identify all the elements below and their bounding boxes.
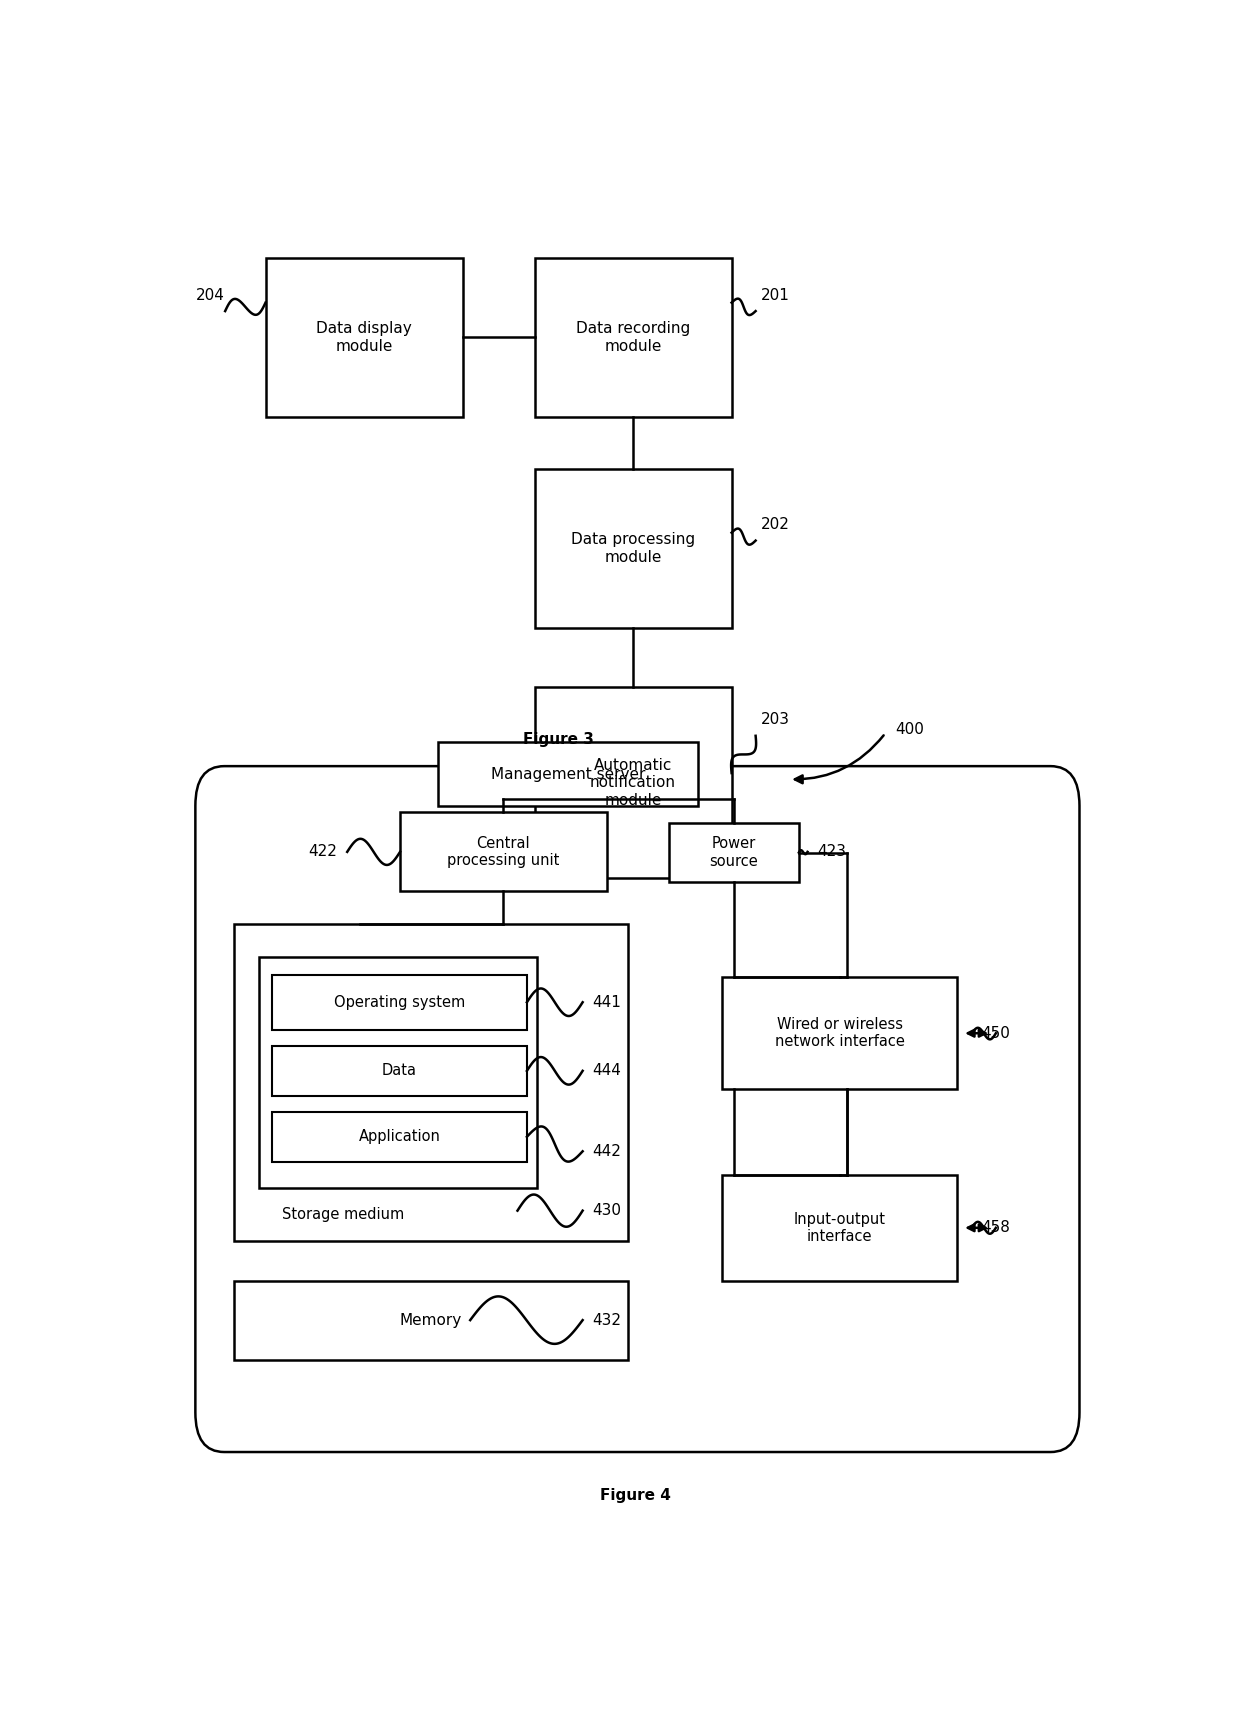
Text: 422: 422 <box>309 845 337 860</box>
Text: 203: 203 <box>760 713 790 728</box>
Text: 400: 400 <box>895 721 924 737</box>
Bar <box>722 1175 957 1281</box>
Text: Figure 4: Figure 4 <box>600 1489 671 1502</box>
Bar <box>534 259 732 416</box>
Text: Storage medium: Storage medium <box>281 1208 404 1221</box>
Text: Input-output
interface: Input-output interface <box>794 1211 885 1244</box>
Text: 432: 432 <box>593 1312 621 1328</box>
Text: Memory: Memory <box>399 1312 463 1328</box>
Text: Operating system: Operating system <box>334 995 465 1009</box>
Text: Data display
module: Data display module <box>316 322 412 353</box>
Bar <box>534 687 732 879</box>
Text: 441: 441 <box>593 995 621 1009</box>
Bar <box>273 1045 527 1096</box>
Text: 442: 442 <box>593 1144 621 1158</box>
Text: 444: 444 <box>593 1064 621 1077</box>
Text: Wired or wireless
network interface: Wired or wireless network interface <box>775 1018 905 1050</box>
Text: Data processing
module: Data processing module <box>572 533 696 565</box>
Text: 201: 201 <box>760 288 790 303</box>
Text: 202: 202 <box>760 517 790 533</box>
Text: Power
source: Power source <box>709 836 759 868</box>
Bar <box>265 259 463 416</box>
Bar <box>273 1112 527 1161</box>
Text: Data: Data <box>382 1064 417 1077</box>
Text: 423: 423 <box>817 845 846 860</box>
Text: 450: 450 <box>982 1026 1011 1042</box>
Bar <box>534 469 732 627</box>
Text: Data recording
module: Data recording module <box>575 322 691 353</box>
Text: Figure 3: Figure 3 <box>523 731 594 747</box>
Bar <box>722 976 957 1089</box>
Bar <box>439 742 698 805</box>
Text: Application: Application <box>358 1129 440 1144</box>
Text: 458: 458 <box>982 1220 1011 1235</box>
Bar <box>401 812 606 891</box>
Text: Automatic
notification
module: Automatic notification module <box>590 757 676 807</box>
Bar <box>259 958 537 1189</box>
Text: 204: 204 <box>196 288 226 303</box>
FancyBboxPatch shape <box>196 766 1080 1453</box>
Bar <box>234 925 627 1240</box>
Text: Management server: Management server <box>491 766 645 781</box>
Bar <box>234 1281 627 1360</box>
Text: Central
processing unit: Central processing unit <box>448 836 559 868</box>
Bar <box>273 975 527 1030</box>
Text: 430: 430 <box>593 1203 621 1218</box>
Bar <box>670 822 799 882</box>
